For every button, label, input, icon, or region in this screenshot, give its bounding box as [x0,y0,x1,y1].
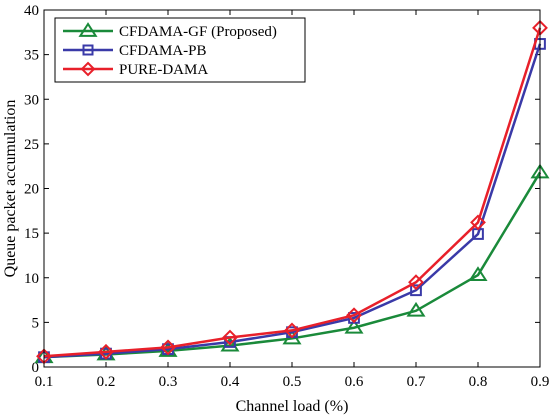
x-tick-label: 0.8 [469,374,488,390]
diamond-marker [80,61,96,77]
diamond-marker [346,307,362,324]
x-tick-label: 0.7 [407,374,426,390]
diamond-marker [160,339,176,356]
y-tick-label: 10 [24,271,39,287]
plot-frame [43,9,541,368]
y-tick-label: 5 [32,315,40,331]
y-tick-label: 0 [32,360,40,376]
y-tick-label: 25 [24,137,39,153]
legend-label: PURE-DAMA [119,62,208,78]
y-tick-label: 20 [24,182,39,198]
triangle-marker [344,318,364,334]
series-layer [34,19,550,365]
legend-item: PURE-DAMA [63,61,208,78]
triangle-marker [468,266,488,281]
y-axis-title: Queue packet accumulation [2,100,19,278]
series-line [43,27,542,358]
x-tick-label: 0.3 [159,374,178,390]
y-tick-label: 40 [24,3,39,19]
x-tick-label: 0.4 [221,374,240,390]
series-line [43,43,542,359]
legend-item: CFDAMA-GF (Proposed) [63,22,277,40]
y-tick-label: 15 [24,226,39,242]
x-tick-label: 0.1 [35,374,54,390]
series-diamond [36,19,548,365]
y-axis-ticks: 0 5 10 15 20 25 30 35 40 [24,3,540,376]
triangle-marker [78,22,98,37]
square-marker [82,44,94,56]
series-square [38,38,546,364]
diamond-marker [284,322,300,339]
legend-label: CFDAMA-PB [119,43,207,59]
x-axis-ticks: 0.1 0.2 0.3 0.4 0.5 0.6 0.7 0.8 0.9 [35,10,550,390]
x-tick-label: 0.5 [283,374,302,390]
x-axis-title: Channel load (%) [236,398,349,415]
x-tick-label: 0.2 [97,374,116,390]
triangle-marker [220,336,240,352]
x-tick-label: 0.9 [531,374,550,390]
diamond-marker [98,343,114,360]
diamond-marker [470,214,486,231]
diamond-marker [222,329,238,346]
legend-item: CFDAMA-PB [63,43,207,59]
diamond-marker [408,274,424,291]
triangle-marker [406,301,426,317]
square-marker [410,284,422,297]
x-tick-label: 0.6 [345,374,364,390]
legend-label: CFDAMA-GF (Proposed) [119,24,277,40]
y-tick-label: 30 [24,92,39,108]
legend: CFDAMA-GF (Proposed) CFDAMA-PB PURE-DAMA [54,17,306,83]
y-tick-label: 35 [24,48,39,64]
